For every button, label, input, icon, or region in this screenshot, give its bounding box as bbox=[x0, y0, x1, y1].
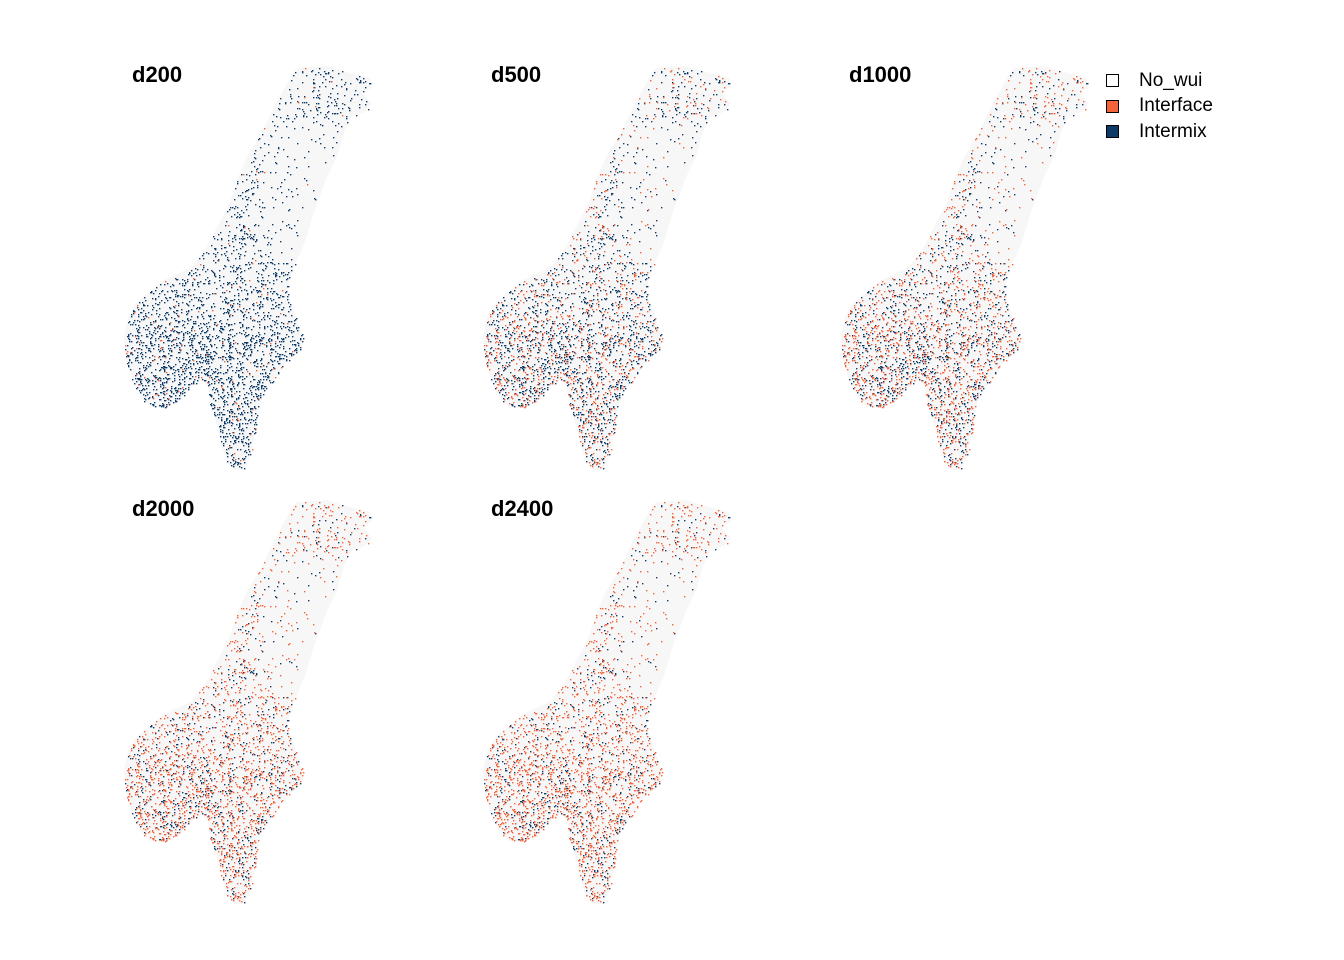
intermix-cells bbox=[125, 68, 372, 470]
map-panel-d2000: d2000 bbox=[122, 496, 442, 916]
map-svg bbox=[124, 66, 372, 470]
legend-label: Interface bbox=[1139, 95, 1213, 117]
panel-title: d2400 bbox=[491, 496, 554, 521]
map-panel-d2400: d2400 bbox=[481, 496, 801, 916]
panel-title: d2000 bbox=[132, 496, 195, 521]
legend: No_wui Interface Intermix bbox=[1106, 68, 1213, 145]
map-panel-d500: d500 bbox=[481, 62, 801, 482]
map-panel-d200: d200 bbox=[122, 62, 442, 482]
panel-title: d1000 bbox=[849, 62, 912, 87]
map-svg bbox=[124, 500, 372, 904]
legend-swatch bbox=[1106, 99, 1119, 113]
legend-item-no-wui: No_wui bbox=[1106, 68, 1213, 94]
map-svg bbox=[483, 500, 731, 904]
legend-item-intermix: Intermix bbox=[1106, 119, 1213, 145]
map-svg bbox=[841, 66, 1089, 470]
legend-label: No_wui bbox=[1139, 69, 1203, 91]
legend-label: Intermix bbox=[1139, 120, 1207, 142]
legend-item-interface: Interface bbox=[1106, 94, 1213, 120]
legend-swatch bbox=[1106, 125, 1119, 139]
map-panel-d1000: d1000 bbox=[839, 62, 1159, 482]
map-svg bbox=[483, 66, 731, 470]
panel-title: d500 bbox=[491, 62, 542, 87]
legend-swatch bbox=[1106, 74, 1119, 88]
panel-title: d200 bbox=[132, 62, 183, 87]
